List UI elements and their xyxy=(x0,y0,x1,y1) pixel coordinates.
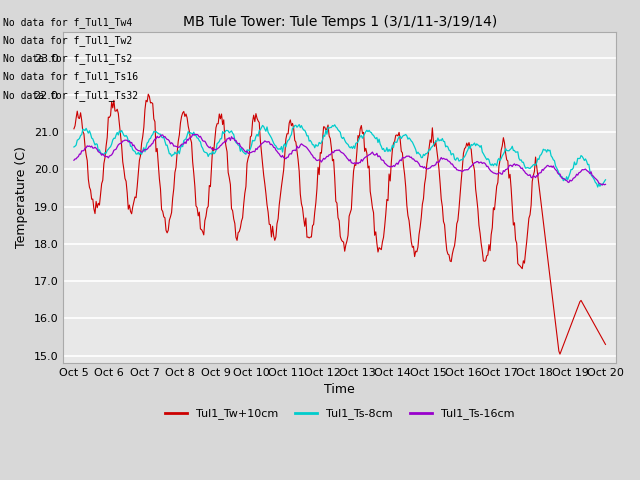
Text: MB_tule: MB_tule xyxy=(0,479,1,480)
Text: No data for f_Tul1_Tw2: No data for f_Tul1_Tw2 xyxy=(3,35,132,46)
Text: No data for f_Tul1_Ts2: No data for f_Tul1_Ts2 xyxy=(3,53,132,64)
Y-axis label: Temperature (C): Temperature (C) xyxy=(15,146,28,248)
Title: MB Tule Tower: Tule Temps 1 (3/1/11-3/19/14): MB Tule Tower: Tule Temps 1 (3/1/11-3/19… xyxy=(182,15,497,29)
Legend: Tul1_Tw+10cm, Tul1_Ts-8cm, Tul1_Ts-16cm: Tul1_Tw+10cm, Tul1_Ts-8cm, Tul1_Ts-16cm xyxy=(161,404,518,424)
Text: No data for f_Tul1_Ts16: No data for f_Tul1_Ts16 xyxy=(3,72,138,83)
X-axis label: Time: Time xyxy=(324,384,355,396)
Text: No data for f_Tul1_Tw4: No data for f_Tul1_Tw4 xyxy=(3,17,132,28)
Text: No data for f_Tul1_Ts32: No data for f_Tul1_Ts32 xyxy=(3,90,138,101)
